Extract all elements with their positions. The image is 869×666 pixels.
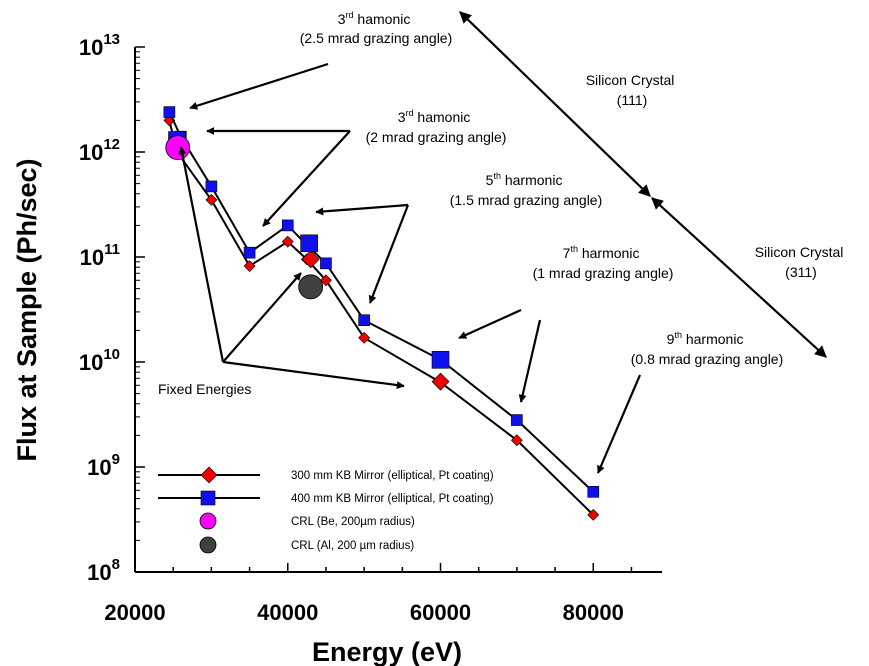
annotation-3rd-2.5: 3rd hamonic (2.5 mrad grazing angle) (300, 10, 453, 46)
x-tick-label: 40000 (257, 600, 318, 625)
arrow-fixed-2 (222, 272, 302, 363)
series-0-point (510, 434, 523, 447)
series-1-point (163, 106, 176, 118)
series-0-point (205, 193, 218, 206)
arrow-si111 (459, 11, 651, 197)
series-1-point (511, 414, 523, 426)
annotations: 3rd hamonic (2.5 mrad grazing angle) 3rd… (158, 10, 848, 397)
arrow-5th-b (368, 204, 410, 304)
series-0-point (320, 274, 332, 287)
x-ticks: 20000 40000 60000 80000 (104, 563, 633, 625)
x-tick-label: 20000 (104, 600, 165, 625)
series-1-point (320, 257, 332, 270)
y-tick-label: 1012 (79, 136, 120, 165)
x-tick-label: 60000 (410, 600, 471, 625)
y-axis-title: Flux at Sample (Ph/sec) (12, 158, 42, 461)
y-ticks: 108 109 1010 1011 1012 1013 (79, 31, 145, 585)
series-1-point (358, 314, 370, 327)
arrow-7th (458, 308, 522, 340)
series-1-point (205, 180, 218, 193)
legend-label-crl-al: CRL (Al, 200 µm radius) (291, 540, 414, 552)
y-tick-label: 1013 (79, 31, 120, 60)
x-tick-label: 80000 (563, 600, 624, 625)
series-0-point (281, 235, 294, 248)
annotation-3rd-2: 3rd hamonic (2 mrad grazing angle) (366, 108, 507, 145)
annotation-arrows (178, 11, 827, 474)
annotation-5th: 5th harmonic (1.5 mrad grazing angle) (450, 171, 603, 208)
series-1-point (281, 219, 294, 232)
series-1-fixed-point (431, 350, 450, 369)
legend-marker-crl-al (199, 536, 217, 554)
arrow-fixed-3 (222, 360, 405, 390)
series-1-point (243, 246, 256, 259)
series-2-point (165, 135, 191, 161)
arrow-5th-a (315, 203, 409, 216)
y-tick-label: 109 (87, 451, 120, 480)
series-layer (163, 106, 600, 521)
x-axis-title: Energy (eV) (312, 637, 462, 666)
arrow-3rd-2-b (262, 130, 351, 227)
series-0-fixed-point (431, 372, 450, 391)
legend-marker-400mm (200, 490, 216, 506)
legend: 300 mm KB Mirror (elliptical, Pt coating… (158, 466, 494, 554)
y-tick-label: 1010 (79, 346, 120, 375)
arrow-fixed-1 (178, 146, 225, 363)
annotation-9th: 9th harmonic (0.8 mrad grazing angle) (631, 330, 784, 367)
legend-label-300mm: 300 mm KB Mirror (elliptical, Pt coating… (291, 470, 494, 482)
series-1-fixed-point (300, 234, 318, 253)
legend-label-crl-be: CRL (Be, 200µm radius) (291, 516, 415, 528)
y-tick-label: 1011 (80, 241, 120, 270)
series-0-fixed-point (301, 250, 320, 269)
annotation-7th: 7th harmonic (1 mrad grazing angle) (533, 244, 674, 281)
series-1-line (168, 111, 594, 493)
arrow-si311 (651, 197, 827, 358)
series-1-point (587, 486, 600, 498)
arrow-3rd-2.5 (189, 62, 329, 110)
legend-marker-crl-be (199, 512, 217, 530)
series-0-point (358, 331, 371, 344)
annotation-fixed-energies: Fixed Energies (158, 381, 251, 397)
legend-label-400mm: 400 mm KB Mirror (elliptical, Pt coating… (291, 493, 494, 505)
series-3-point (298, 274, 324, 300)
annotation-si111: Silicon Crystal (111) (586, 72, 679, 108)
arrow-7th-b (518, 319, 542, 403)
axes (134, 47, 662, 573)
series-0-point (587, 508, 600, 521)
series-0-point (243, 260, 256, 272)
y-tick-label: 108 (87, 556, 120, 585)
arrow-9th (596, 374, 642, 474)
annotation-si311: Silicon Crystal (311) (755, 244, 848, 280)
legend-marker-300mm (200, 466, 218, 484)
